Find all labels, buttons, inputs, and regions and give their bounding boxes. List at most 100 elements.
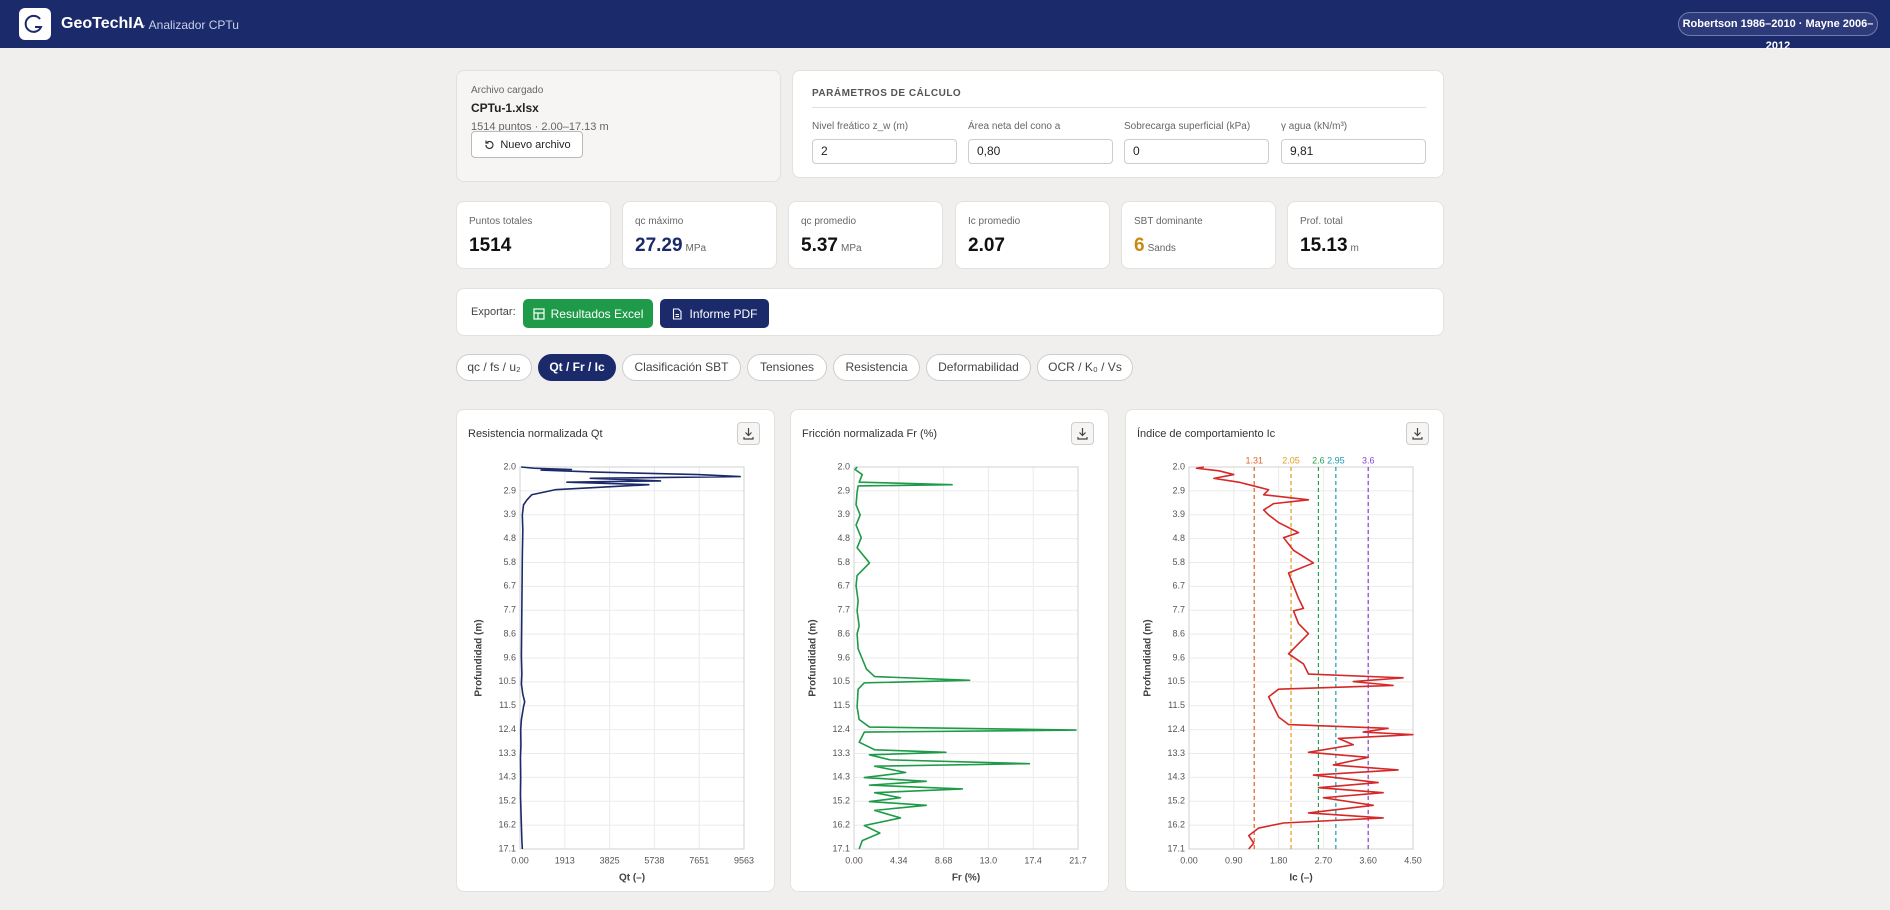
x-tick-label: 7651 (689, 855, 709, 865)
y-tick-label: 3.9 (1172, 509, 1185, 519)
y-tick-label: 17.1 (832, 843, 850, 853)
y-tick-label: 8.6 (1172, 628, 1185, 638)
y-tick-label: 13.3 (498, 748, 516, 758)
stat-number: 1514 (469, 235, 512, 256)
stat-card: SBT dominante 6 Sands (1121, 201, 1276, 269)
chart-title: Índice de comportamiento Ic (1137, 427, 1276, 440)
y-tick-label: 6.7 (837, 581, 850, 591)
stat-card: Prof. total 15.13 m (1287, 201, 1444, 269)
download-button[interactable] (1071, 422, 1094, 445)
file-info: 1514 puntos · 2.00–17.13 m (471, 121, 609, 133)
stat-number: 2.07 (968, 235, 1005, 256)
field-input[interactable]: 2 (812, 139, 957, 164)
stat-number: 27.29 (635, 235, 683, 256)
chart-card: Fricción normalizada Fr (%) 2.0 2.9 3.9 4.8 5… (790, 409, 1109, 892)
x-tick-label: 0.00 (511, 855, 529, 865)
y-tick-label: 3.9 (503, 509, 516, 519)
y-tick-label: 8.6 (503, 628, 516, 638)
x-tick-label: 1.80 (1270, 855, 1288, 865)
y-tick-label: 4.8 (503, 533, 516, 543)
download-icon (1412, 428, 1423, 440)
excel-text: Resultados Excel (550, 306, 644, 321)
y-tick-label: 4.8 (1172, 533, 1185, 543)
chart-title: Resistencia normalizada Qt (468, 428, 603, 440)
x-tick-label: 8.68 (935, 855, 953, 865)
pdf-text: Informe PDF (689, 306, 758, 321)
download-button[interactable] (1406, 422, 1429, 445)
x-tick-label: 17.4 (1024, 855, 1042, 865)
x-tick-label: 4.34 (890, 855, 908, 865)
method-badge: Robertson 1986–2010 · Mayne 2006–2012 (1678, 12, 1878, 52)
x-tick-label: 3825 (600, 855, 620, 865)
export-card: Exportar: Resultados Excel Informe PDF (456, 288, 1444, 336)
field-input[interactable]: 0 (1124, 139, 1269, 164)
stat-card: qc promedio 5.37 MPa (788, 201, 943, 269)
plot-frame (853, 466, 1079, 850)
logo[interactable] (19, 8, 51, 40)
stat-unit: Sands (1147, 243, 1176, 254)
field-label: Nivel freático z_w (m) (812, 121, 909, 132)
x-tick-label: 3.60 (1359, 855, 1377, 865)
y-tick-label: 12.4 (832, 724, 850, 734)
y-tick-label: 7.7 (1172, 605, 1185, 615)
y-tick-label: 16.2 (832, 819, 850, 829)
plot-frame (1188, 466, 1414, 850)
tab[interactable]: Clasificación SBT (622, 354, 741, 381)
y-tick-label: 5.8 (837, 557, 850, 567)
y-tick-label: 3.9 (837, 509, 850, 519)
y-tick-label: 9.6 (837, 652, 850, 662)
excel-button[interactable]: Resultados Excel (523, 299, 653, 328)
stat-card: Puntos totales 1514 (456, 201, 611, 269)
x-tick-label: 9563 (734, 855, 754, 865)
y-tick-label: 17.1 (498, 843, 516, 853)
field-input[interactable]: 9,81 (1281, 139, 1426, 164)
stat-label: Puntos totales (469, 216, 533, 227)
reference-label: 3.6 (1362, 455, 1375, 465)
y-tick-label: 13.3 (1167, 748, 1185, 758)
subtitle: · Analizador CPTu (142, 18, 239, 32)
pdf-button[interactable]: Informe PDF (660, 299, 769, 328)
chart: Fricción normalizada Fr (%) 2.0 2.9 3.9 4.8 5… (802, 428, 1087, 884)
y-tick-label: 6.7 (503, 581, 516, 591)
y-tick-label: 5.8 (1172, 557, 1185, 567)
stat-number: 5.37 (801, 235, 838, 256)
y-tick-label: 12.4 (498, 724, 516, 734)
stat-card: qc máximo 27.29 MPa (622, 201, 777, 269)
reference-label: 2.05 (1282, 455, 1300, 465)
tab[interactable]: Tensiones (747, 354, 827, 381)
tab[interactable]: qc / fs / u₂ (456, 354, 532, 381)
stat-value: 27.29 MPa (635, 235, 706, 257)
y-axis-label: Profundidad (m) (808, 619, 819, 696)
stat-unit: m (1350, 243, 1359, 254)
y-tick-label: 11.5 (499, 700, 516, 710)
x-tick-label: 5738 (644, 855, 664, 865)
field-input[interactable]: 0,80 (968, 139, 1113, 164)
y-tick-label: 9.6 (503, 652, 516, 662)
tab[interactable]: Deformabilidad (926, 354, 1031, 381)
y-tick-label: 6.7 (1172, 581, 1185, 591)
top-bar: GeoTechIA · Analizador CPTu Robertson 19… (0, 0, 1890, 52)
y-tick-label: 2.9 (503, 485, 516, 495)
stat-card: Ic promedio 2.07 (955, 201, 1110, 269)
y-tick-label: 10.5 (498, 676, 516, 686)
tab[interactable]: Qt / Fr / Ic (538, 354, 616, 381)
x-axis-label: Fr (%) (952, 873, 980, 884)
export-label: Exportar: (471, 306, 516, 318)
data-line (519, 466, 741, 850)
chart: Índice de comportamiento Ic 2.0 2.9 3.9 4.8 5… (1137, 427, 1422, 884)
data-line (854, 466, 1077, 850)
stat-value: 5.37 MPa (801, 235, 862, 257)
brand: GeoTechIA (61, 15, 145, 32)
tab[interactable]: OCR / K₀ / Vs (1037, 354, 1133, 381)
chart: Resistencia normalizada Qt 2.0 2.9 3.9 4.8 5.… (468, 428, 754, 884)
tab[interactable]: Resistencia (833, 354, 920, 381)
x-tick-label: 1913 (555, 855, 575, 865)
new-file-button[interactable]: Nuevo archivo (471, 131, 583, 158)
params-title: PARÁMETROS DE CÁLCULO (812, 88, 962, 99)
stat-label: qc promedio (801, 216, 857, 227)
file-card: Archivo cargado CPTu-1.xlsx 1514 puntos … (456, 70, 781, 182)
stat-number: 15.13 (1300, 235, 1348, 256)
y-tick-label: 14.3 (1167, 772, 1185, 782)
download-button[interactable] (737, 422, 760, 445)
logo-icon (24, 14, 43, 33)
